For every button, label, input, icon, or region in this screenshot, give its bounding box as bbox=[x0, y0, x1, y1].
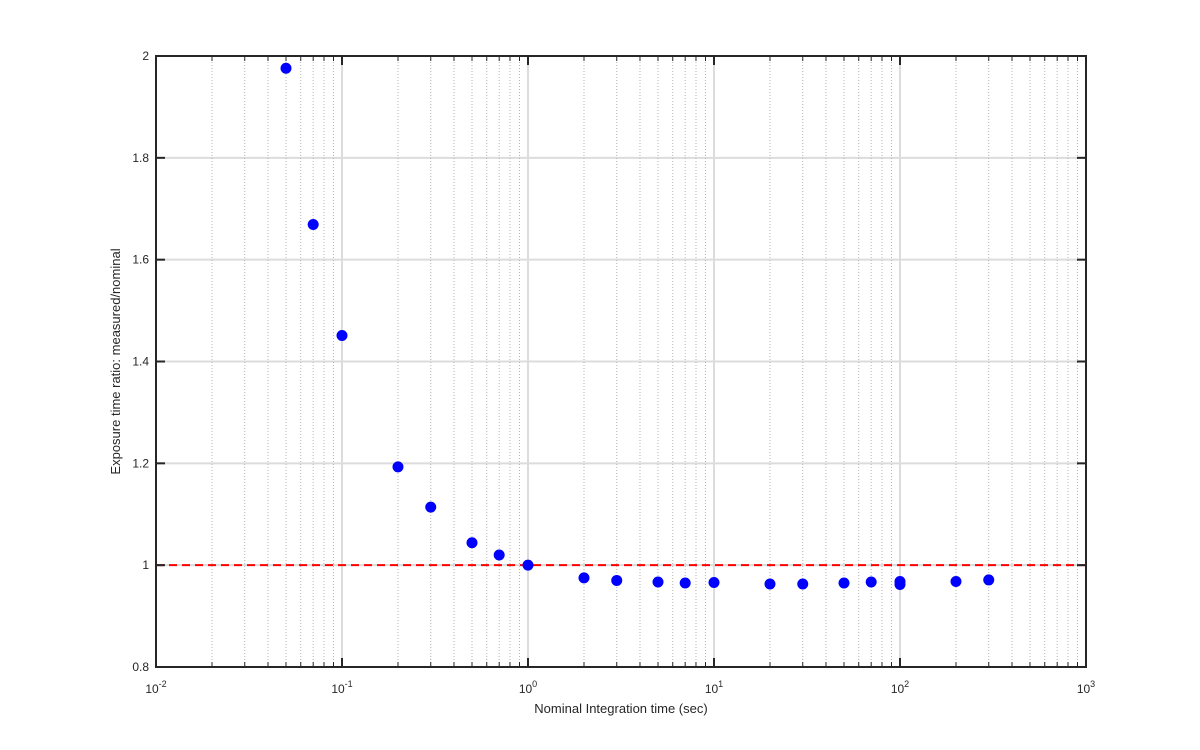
x-tick-label: 101 bbox=[705, 679, 723, 696]
data-point bbox=[392, 461, 404, 473]
data-point bbox=[679, 577, 691, 589]
y-tick-label: 1 bbox=[142, 558, 149, 572]
x-tick-label: 10-2 bbox=[145, 679, 166, 696]
data-points bbox=[280, 62, 995, 591]
data-point bbox=[578, 572, 590, 584]
tick-marks bbox=[155, 55, 1087, 668]
x-tick-labels: 10-2 10-1 100 101 102 103 bbox=[145, 679, 1095, 696]
data-point bbox=[425, 501, 437, 513]
x-tick-label: 10-1 bbox=[331, 679, 352, 696]
data-point bbox=[894, 579, 906, 591]
data-point bbox=[466, 537, 478, 549]
data-point bbox=[708, 576, 720, 588]
data-point bbox=[838, 577, 850, 589]
x-tick-label: 102 bbox=[891, 679, 909, 696]
x-tick-label: 103 bbox=[1077, 679, 1095, 696]
data-point bbox=[493, 549, 505, 561]
data-point bbox=[280, 62, 292, 74]
data-point bbox=[764, 578, 776, 590]
data-point bbox=[307, 219, 319, 231]
x-axis-label: Nominal Integration time (sec) bbox=[534, 701, 707, 716]
y-tick-label: 1.4 bbox=[132, 355, 149, 369]
y-tick-label: 1.6 bbox=[132, 253, 149, 267]
y-tick-label: 1.2 bbox=[132, 456, 149, 470]
data-point bbox=[652, 576, 664, 588]
data-point bbox=[522, 559, 534, 571]
x-tick-label: 100 bbox=[519, 679, 537, 696]
data-point bbox=[950, 575, 962, 587]
y-tick-label: 2 bbox=[142, 49, 149, 63]
data-point bbox=[797, 578, 809, 590]
data-point bbox=[611, 574, 623, 586]
data-point bbox=[336, 330, 348, 342]
y-tick-label: 1.8 bbox=[132, 151, 149, 165]
data-point bbox=[865, 576, 877, 588]
y-axis-label: Exposure time ratio: measured/nominal bbox=[108, 248, 123, 474]
y-tick-label: 0.8 bbox=[132, 660, 149, 674]
data-point bbox=[983, 574, 995, 586]
y-tick-labels: 0.8 1 1.2 1.4 1.6 1.8 2 bbox=[132, 49, 149, 674]
